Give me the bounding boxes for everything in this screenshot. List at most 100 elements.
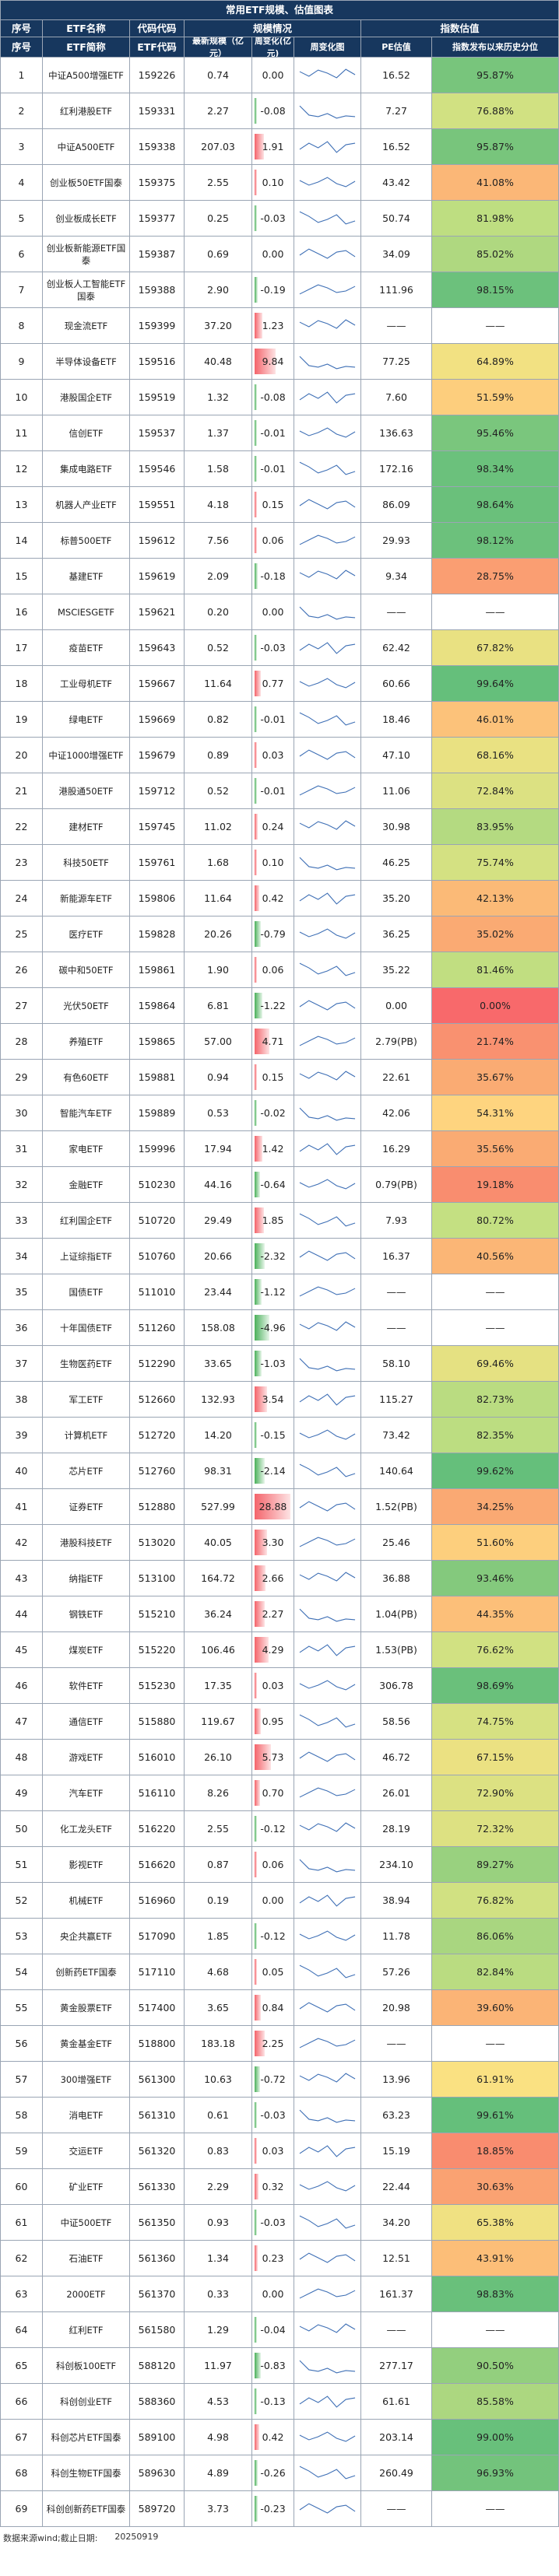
table-row: 42 港股科技ETF 513020 40.05 3.30 25.46 51.60% — [0, 1525, 559, 1561]
row-trend-chart — [294, 1883, 361, 1919]
table-row: 50 化工龙头ETF 516220 2.55 -0.12 28.19 72.32% — [0, 1811, 559, 1847]
row-pe: 16.52 — [361, 58, 432, 93]
row-change-value: -0.01 — [260, 462, 286, 475]
change-bar-negative — [255, 2496, 258, 2522]
row-pe: —— — [361, 2026, 432, 2062]
sparkline — [299, 1500, 356, 1512]
row-change-value: 0.24 — [262, 820, 284, 832]
sparkline — [299, 1249, 356, 1261]
table-row: 38 军工ETF 512660 132.93 3.54 115.27 82.73% — [0, 1382, 559, 1418]
sparkline-path — [299, 1428, 356, 1440]
row-trend-chart — [294, 523, 361, 559]
row-change: -1.22 — [252, 988, 294, 1024]
row-index: 47 — [0, 1704, 43, 1740]
sparkline-path — [299, 2431, 356, 2442]
sparkline — [299, 1929, 356, 1941]
row-code: 588360 — [130, 2384, 185, 2420]
row-change-value: 4.71 — [262, 1035, 284, 1047]
row-change: 0.42 — [252, 881, 294, 916]
row-pe: 234.10 — [361, 1847, 432, 1883]
row-code: 515880 — [130, 1704, 185, 1740]
row-change: -0.79 — [252, 916, 294, 952]
table-row: 58 消电ETF 561310 0.61 -0.03 63.23 99.61% — [0, 2098, 559, 2133]
row-change: 0.03 — [252, 2133, 294, 2169]
row-pe: 36.88 — [361, 1561, 432, 1596]
row-change: -0.01 — [252, 702, 294, 738]
title-row: 常用ETF规模、估值图表 — [0, 0, 559, 20]
row-trend-chart — [294, 1525, 361, 1561]
table-row: 11 信创ETF 159537 1.37 -0.01 136.63 95.46% — [0, 415, 559, 451]
change-bar-positive — [255, 814, 258, 839]
change-bar-negative — [255, 2210, 257, 2235]
row-pe: 172.16 — [361, 451, 432, 487]
row-trend-chart — [294, 2133, 361, 2169]
sparkline-path — [299, 962, 356, 976]
sparkline — [299, 318, 356, 329]
row-index: 31 — [0, 1131, 43, 1167]
sparkline-path — [299, 1537, 356, 1547]
change-bar-positive — [255, 2174, 258, 2199]
row-trend-chart — [294, 630, 361, 666]
row-name: 机器人产业ETF — [43, 487, 130, 523]
row-scale: 20.66 — [185, 1239, 252, 1274]
row-name: 港股通50ETF — [43, 773, 130, 809]
row-percentile: 99.00% — [432, 2420, 559, 2455]
row-scale: 4.68 — [185, 1954, 252, 1990]
table-row: 27 光伏50ETF 159864 6.81 -1.22 0.00 0.00% — [0, 988, 559, 1024]
row-percentile: 28.75% — [432, 559, 559, 594]
sparkline — [299, 2144, 356, 2157]
table-row: 23 科技50ETF 159761 1.68 0.10 46.25 75.74% — [0, 845, 559, 881]
change-bar-negative — [255, 98, 257, 124]
table-title: 常用ETF规模、估值图表 — [0, 0, 559, 20]
row-change: -2.32 — [252, 1239, 294, 1274]
row-index: 35 — [0, 1274, 43, 1310]
row-index: 6 — [0, 237, 43, 272]
sparkline-path — [299, 2109, 356, 2122]
row-pe: 277.17 — [361, 2348, 432, 2384]
row-change-value: -2.14 — [260, 1464, 286, 1477]
row-code: 159387 — [130, 237, 185, 272]
row-trend-chart — [294, 1990, 361, 2026]
row-name: 半导体设备ETF — [43, 344, 130, 380]
row-change: -0.83 — [252, 2348, 294, 2384]
row-pe: 63.23 — [361, 2098, 432, 2133]
row-pe: 61.61 — [361, 2384, 432, 2420]
row-change: 2.66 — [252, 1561, 294, 1596]
sparkline-path — [299, 1142, 356, 1155]
sparkline-path — [299, 1571, 356, 1582]
row-percentile: 98.69% — [432, 1668, 559, 1704]
row-percentile: 67.15% — [432, 1740, 559, 1775]
row-trend-chart — [294, 559, 361, 594]
sparkline — [299, 105, 356, 118]
row-change-value: -0.64 — [260, 1178, 286, 1190]
row-name: 芯片ETF — [43, 1453, 130, 1489]
row-index: 23 — [0, 845, 43, 881]
row-change: 1.23 — [252, 308, 294, 344]
row-code: 516010 — [130, 1740, 185, 1775]
row-name: 科创生物ETF国泰 — [43, 2455, 130, 2491]
row-index: 5 — [0, 201, 43, 237]
row-trend-chart — [294, 58, 361, 93]
row-pe: 26.01 — [361, 1775, 432, 1811]
header-name: ETF名称 — [43, 20, 130, 37]
row-trend-chart — [294, 1095, 361, 1131]
row-change: -0.02 — [252, 1095, 294, 1131]
row-pe: 86.09 — [361, 487, 432, 523]
row-percentile: 46.01% — [432, 702, 559, 738]
row-percentile: 35.02% — [432, 916, 559, 952]
row-change-value: -0.13 — [260, 2395, 286, 2407]
change-bar-positive — [255, 850, 257, 875]
row-percentile: 98.64% — [432, 487, 559, 523]
row-percentile: 42.13% — [432, 881, 559, 916]
row-code: 515210 — [130, 1596, 185, 1632]
row-change: 0.10 — [252, 165, 294, 201]
row-index: 60 — [0, 2169, 43, 2205]
row-trend-chart — [294, 952, 361, 988]
row-percentile: 99.62% — [432, 1453, 559, 1489]
row-trend-chart — [294, 1453, 361, 1489]
row-change-value: 3.54 — [262, 1393, 284, 1405]
row-pe: 115.27 — [361, 1382, 432, 1418]
row-change-value: 0.06 — [262, 534, 284, 546]
row-percentile: 68.16% — [432, 738, 559, 773]
sparkline-path — [299, 1320, 356, 1331]
